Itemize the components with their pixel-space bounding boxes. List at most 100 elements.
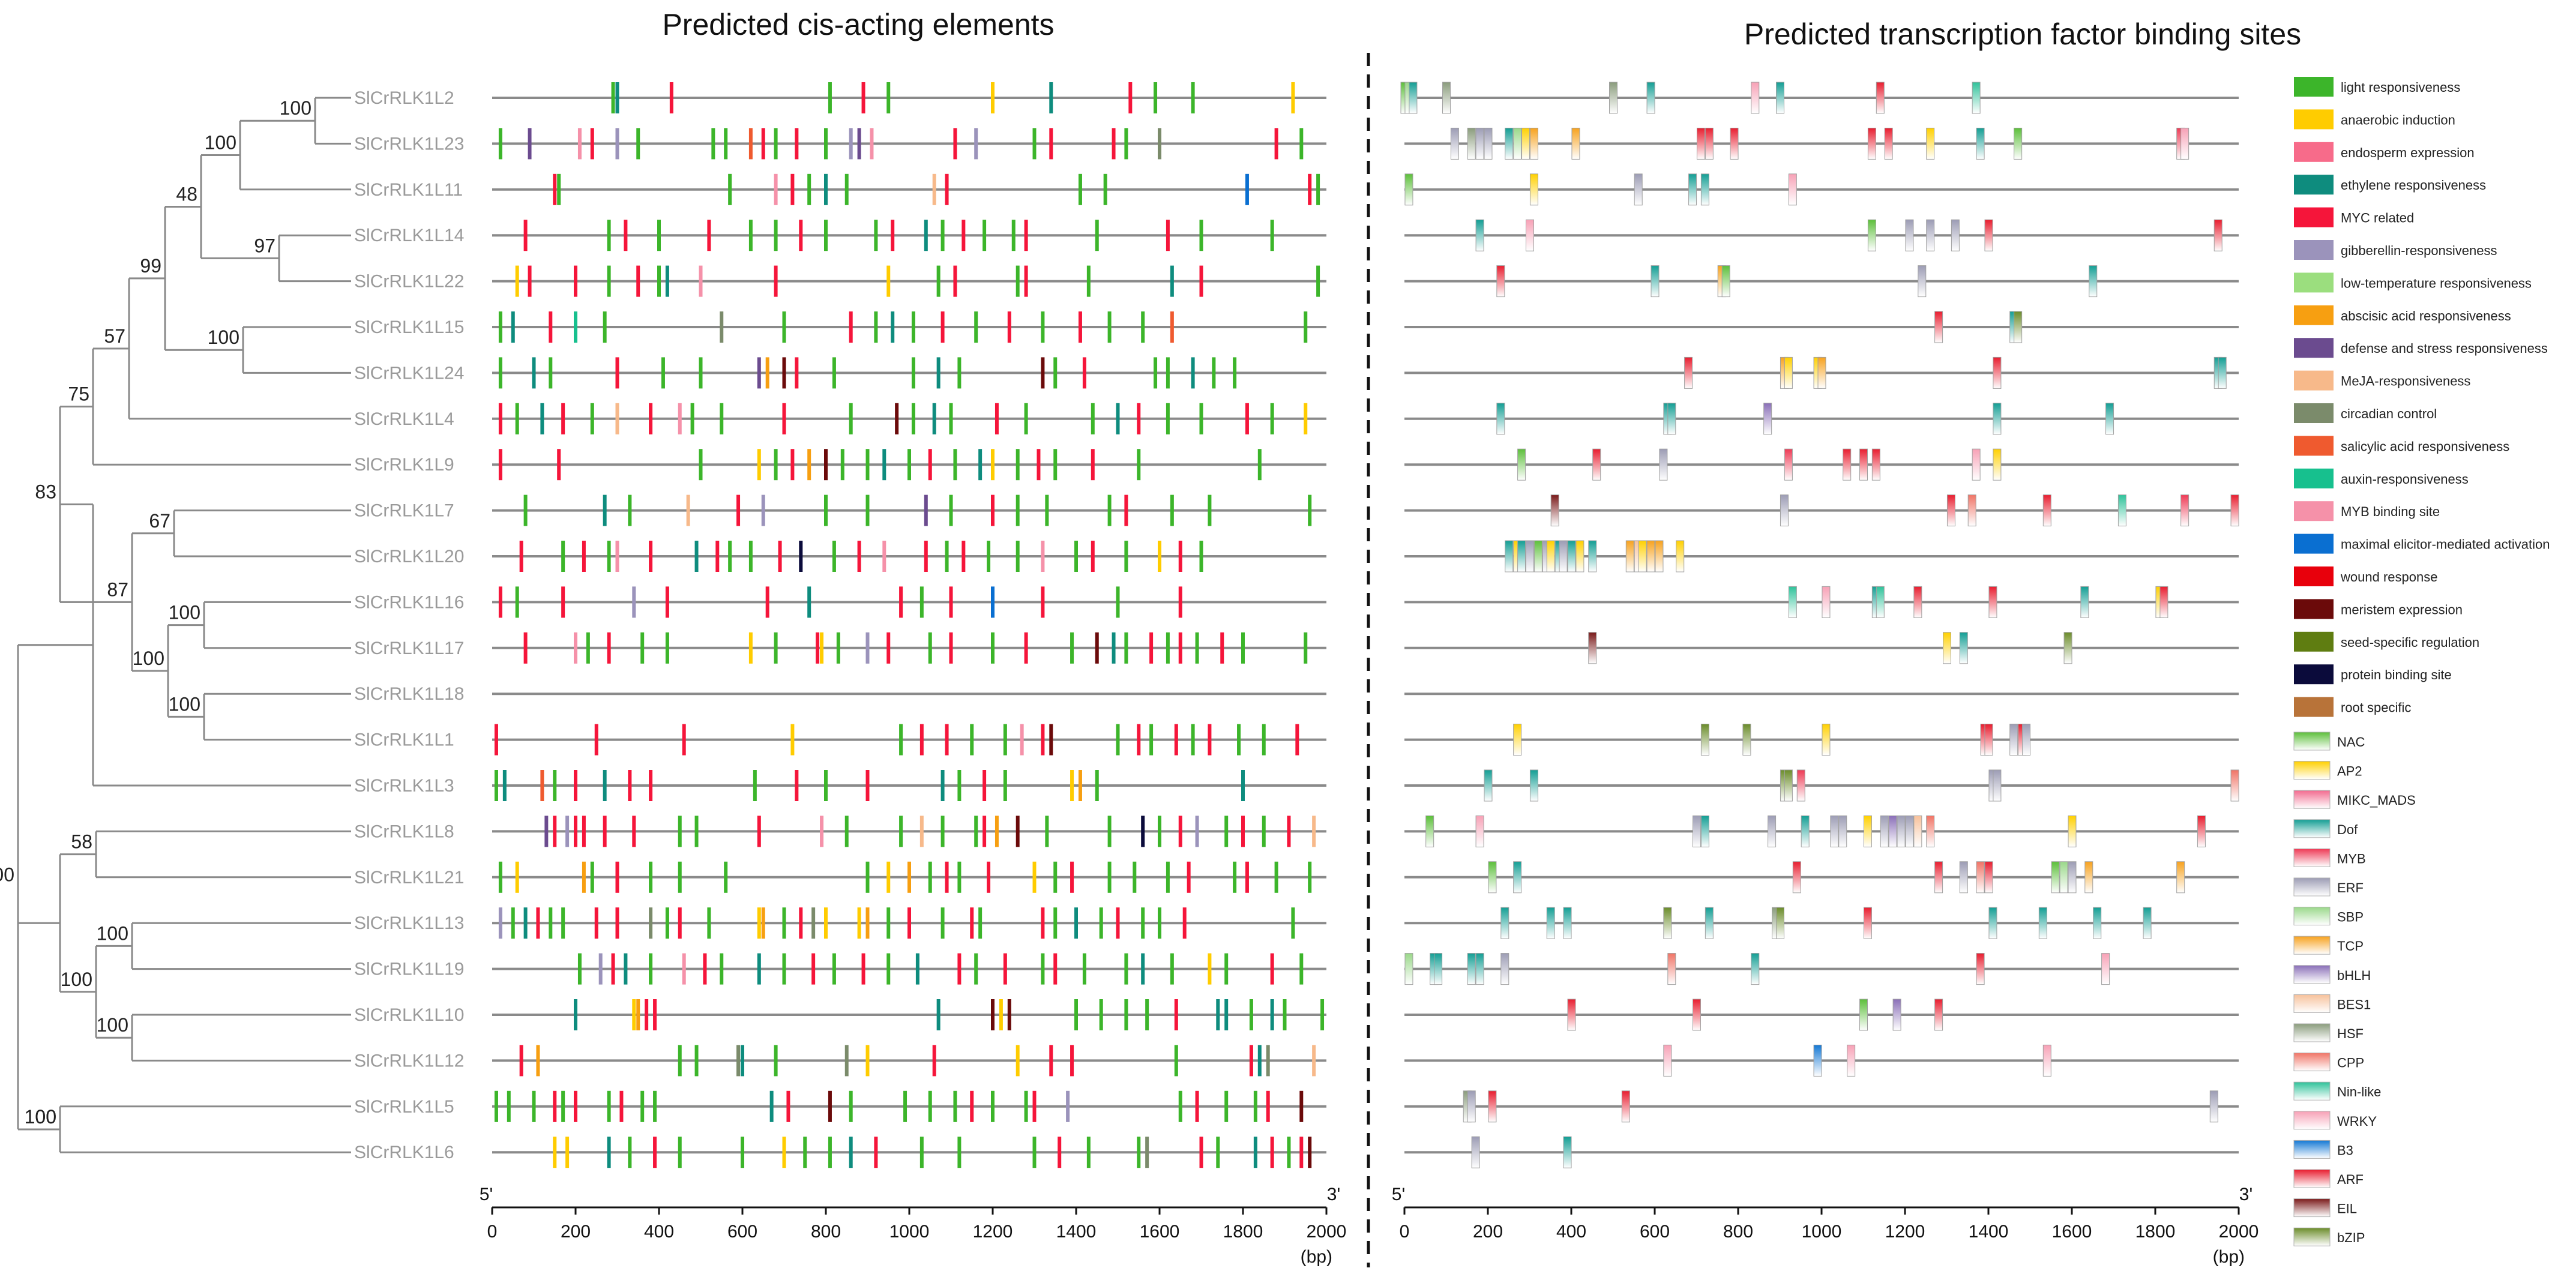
cis-site-light-responsiveness [699, 357, 703, 389]
cis-site-myc-related [811, 953, 816, 985]
axis-tick-label: 600 [1640, 1222, 1670, 1242]
cis-site-light-responsiveness [1199, 541, 1203, 572]
cis-site-myc-related [1199, 1137, 1203, 1168]
cis-site-light-responsiveness [577, 953, 582, 985]
cis-legend-label: circadian control [2341, 406, 2437, 421]
cis-site-light-responsiveness [945, 541, 949, 572]
cis-site-light-responsiveness [1166, 861, 1170, 893]
cis-legend-swatch [2294, 338, 2334, 358]
cis-site-light-responsiveness [549, 357, 553, 389]
bootstrap-value: 100 [0, 864, 14, 885]
cis-site-anaerobic-induction [565, 1137, 570, 1168]
cis-site-myc-related [736, 494, 741, 526]
tfbs-site-erf [1780, 494, 1789, 527]
tfbs-site-arf [1946, 494, 1955, 527]
cis-site-circadian-control [649, 907, 653, 939]
tfbs-site-nin-like [1876, 586, 1885, 618]
cis-site-light-responsiveness [928, 1090, 932, 1122]
cis-site-myc-related [790, 173, 795, 205]
cis-site-ethylene-responsiveness [540, 403, 544, 434]
axis-tick-label: 1600 [2052, 1222, 2092, 1242]
cis-site-light-responsiveness [1170, 953, 1174, 985]
gene-label-SlCrRLK1L12: SlCrRLK1L12 [354, 1051, 464, 1071]
cis-site-ethylene-responsiveness [1141, 953, 1145, 985]
cis-site-myc-related [1270, 1137, 1274, 1168]
cis-site-light-responsiveness [803, 1137, 807, 1168]
tfbs-site-arf [1730, 127, 1739, 160]
cis-site-light-responsiveness [828, 82, 832, 113]
cis-site-light-responsiveness [694, 1045, 699, 1077]
tfbs-site-wrky [2180, 127, 2189, 160]
gene-label-SlCrRLK1L20: SlCrRLK1L20 [354, 547, 464, 566]
cis-site-ethylene-responsiveness [1257, 1045, 1262, 1077]
cis-site-myc-related [1178, 632, 1182, 664]
cis-site-light-responsiveness [1091, 403, 1095, 434]
cis-site-light-responsiveness [1116, 724, 1120, 756]
cis-site-light-responsiveness [1308, 494, 1312, 526]
tfbs-site-dof [1567, 540, 1576, 572]
tfbs-site-erf [2009, 724, 2018, 756]
cis-site-light-responsiveness [649, 953, 653, 985]
cis-site-myc-related [561, 586, 565, 618]
cis-site-light-responsiveness [1199, 403, 1203, 434]
cis-site-light-responsiveness [911, 311, 915, 343]
tfbs-site-dof [2089, 265, 2098, 298]
cis-site-anaerobic-induction [1070, 770, 1074, 801]
tfbs-site-arf [1792, 861, 1801, 894]
cis-site-light-responsiveness [1224, 816, 1229, 847]
cis-site-myb-binding-site [1020, 724, 1024, 756]
tfbs-legend-label: BES1 [2337, 997, 2371, 1012]
cis-site-myc-related [1024, 220, 1028, 251]
tfbs-legend-swatch [2293, 1227, 2331, 1246]
cis-site-light-responsiveness [849, 1090, 853, 1122]
cis-site-ethylene-responsiveness [1224, 999, 1229, 1030]
cis-site-ethylene-responsiveness [694, 541, 699, 572]
tfbs-site-nac [1488, 861, 1497, 894]
cis-site-light-responsiveness [974, 311, 978, 343]
cis-site-myc-related [561, 403, 565, 434]
cis-legend-swatch [2294, 631, 2334, 652]
cis-site-ethylene-responsiveness [603, 770, 607, 801]
tfbs-legend-label: TCP [2337, 939, 2364, 954]
cis-site-meja-responsiveness [686, 494, 690, 526]
cis-site-light-responsiveness [1107, 311, 1112, 343]
cis-site-light-responsiveness [532, 1090, 536, 1122]
tfbs-site-nin-like [2117, 494, 2126, 527]
cis-site-light-responsiveness [1124, 541, 1128, 572]
cis-site-myc-related [1220, 632, 1224, 664]
cis-site-light-responsiveness [1308, 861, 1312, 893]
cis-site-defense-and-stress-responsiveness [757, 357, 761, 389]
cis-site-myc-related [1007, 311, 1011, 343]
cis-site-light-responsiveness [1107, 861, 1112, 893]
bootstrap-value: 100 [169, 693, 200, 715]
tfbs-legend-label: CPP [2337, 1056, 2364, 1071]
cis-site-myc-related [1174, 724, 1178, 756]
cis-site-light-responsiveness [690, 403, 694, 434]
cis-site-myc-related [940, 311, 945, 343]
cis-site-light-responsiveness [1032, 1137, 1037, 1168]
cis-site-light-responsiveness [1291, 907, 1295, 939]
cis-site-anaerobic-induction [782, 1137, 786, 1168]
cis-site-light-responsiveness [1137, 449, 1141, 481]
cis-site-anaerobic-induction [1291, 82, 1295, 113]
cis-site-light-responsiveness [774, 128, 778, 160]
cis-site-abscisic-acid-responsiveness [536, 1045, 540, 1077]
cis-site-myc-related [891, 220, 895, 251]
cis-site-light-responsiveness [1074, 999, 1078, 1030]
cis-site-myc-related [757, 816, 761, 847]
cis-site-ethylene-responsiveness [1241, 770, 1245, 801]
cis-site-myc-related [970, 907, 974, 939]
tfbs-legend-swatch [2293, 1140, 2331, 1159]
cis-site-light-responsiveness [1124, 953, 1128, 985]
cis-legend-label: gibberellin-responsiveness [2341, 243, 2497, 258]
cis-site-light-responsiveness [1141, 311, 1145, 343]
tfbs-site-arf [1976, 953, 1985, 985]
cis-site-myc-related [774, 265, 778, 297]
cis-site-light-responsiveness [678, 816, 682, 847]
cis-site-myc-related [1128, 82, 1133, 113]
bootstrap-value: 97 [254, 235, 275, 256]
axis-tick-label: 600 [727, 1222, 757, 1242]
cis-site-abscisic-acid-responsiveness [1078, 770, 1082, 801]
cis-site-light-responsiveness [498, 357, 502, 389]
